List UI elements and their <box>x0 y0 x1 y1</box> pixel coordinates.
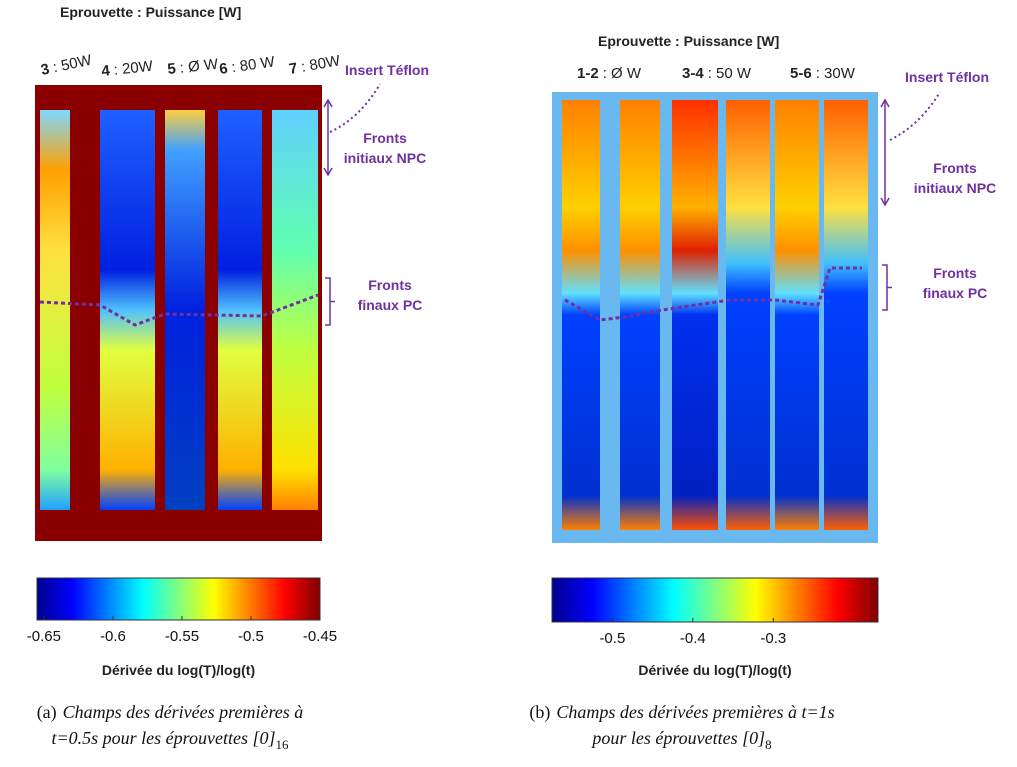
specimen-label: 4: 20W <box>101 58 155 80</box>
specimen-number: 7 <box>288 60 299 78</box>
specimen-label: 6: 80 W <box>218 53 276 78</box>
specimen-label: 5-6: 30W <box>790 65 856 82</box>
specimen-label: 5: Ø W <box>167 56 220 78</box>
specimen-strip <box>100 110 155 510</box>
specimen-strip <box>726 100 770 530</box>
specimen-label: 3-4: 50 W <box>682 65 752 82</box>
annotation: Fronts <box>363 130 407 146</box>
specimen-label: 3: 50W <box>39 51 94 79</box>
caption: t=0.5s pour les éprouvettes [0]16 <box>52 728 289 752</box>
colorbar-label: Dérivée du log(T)/log(t) <box>102 662 255 678</box>
front-line <box>39 293 319 327</box>
specimen-power: : 20W <box>113 58 155 79</box>
specimen-number: 3-4 <box>682 65 704 82</box>
range-bracket <box>882 264 892 311</box>
annotation: initiaux NPC <box>914 180 996 196</box>
colorbar <box>551 577 879 623</box>
specimen-strip <box>165 110 205 510</box>
specimen-power: : 80W <box>300 52 342 76</box>
colorbar-tick-label: -0.3 <box>760 630 786 647</box>
specimen-power: : Ø W <box>603 65 642 82</box>
annotation: initiaux NPC <box>344 150 426 166</box>
specimen-number: 5 <box>167 60 177 78</box>
specimen-label: 1-2: Ø W <box>577 65 642 82</box>
caption-label: (a) <box>37 702 57 723</box>
colorbar-tick-label: -0.45 <box>303 628 337 645</box>
colorbar-tick-label: -0.55 <box>165 628 199 645</box>
caption: (b) Champs des dérivées premières à t=1s <box>529 702 834 723</box>
specimen-strip <box>824 100 868 530</box>
specimen-number: 1-2 <box>577 65 599 82</box>
caption-text: t=0.5s pour les éprouvettes [0] <box>52 728 276 748</box>
annotation-pointer <box>329 83 381 133</box>
arrow-head <box>880 98 890 207</box>
colorbar-tick-label: -0.5 <box>599 630 625 647</box>
caption: pour les éprouvettes [0]8 <box>590 728 771 752</box>
caption-text: Champs des dérivées premières à t=1s <box>556 702 834 722</box>
specimen-power: : 80 W <box>230 53 276 76</box>
specimen-number: 5-6 <box>790 65 812 82</box>
caption-text: pour les éprouvettes [0] <box>590 728 765 748</box>
specimen-power: : 30W <box>816 65 856 82</box>
annotation: Fronts <box>933 265 977 281</box>
annotation: Insert Téflon <box>345 62 429 78</box>
specimen-number: 3 <box>39 61 51 79</box>
specimen-strip <box>672 100 718 530</box>
range-bracket <box>325 277 335 326</box>
annotation-pointer <box>889 91 941 141</box>
caption-subscript: 16 <box>275 737 289 752</box>
annotation: finaux PC <box>358 297 423 313</box>
specimen-number: 6 <box>218 60 229 78</box>
colorbar-tick-label: -0.5 <box>238 628 264 645</box>
specimen-strip <box>40 110 70 510</box>
panel-header: Eprouvette : Puissance [W] <box>598 33 779 49</box>
caption-label: (b) <box>529 702 550 723</box>
annotation: Fronts <box>933 160 977 176</box>
panel-header: Eprouvette : Puissance [W] <box>60 4 241 20</box>
specimen-strip <box>775 100 819 530</box>
caption: (a) Champs des dérivées premières à <box>37 702 304 723</box>
specimen-power: : 50 W <box>708 65 752 82</box>
caption-subscript: 8 <box>765 737 772 752</box>
annotation: Insert Téflon <box>905 69 989 85</box>
colorbar-tick-label: -0.6 <box>100 628 126 645</box>
annotation: Fronts <box>368 277 412 293</box>
specimen-number: 4 <box>101 62 112 80</box>
colorbar-label: Dérivée du log(T)/log(t) <box>638 662 791 678</box>
annotation: finaux PC <box>923 285 988 301</box>
specimen-strip <box>218 110 262 510</box>
specimen-strip <box>562 100 600 530</box>
front-line <box>564 266 862 322</box>
colorbar-tick-label: -0.4 <box>680 630 706 647</box>
specimen-power: : 50W <box>51 51 94 76</box>
colorbar-tick-label: -0.65 <box>27 628 61 645</box>
arrow-head <box>323 98 333 177</box>
caption-text: Champs des dérivées premières à <box>63 702 304 722</box>
specimen-label: 7: 80W <box>288 52 343 78</box>
specimen-power: : Ø W <box>179 56 220 77</box>
colorbar <box>36 577 321 621</box>
